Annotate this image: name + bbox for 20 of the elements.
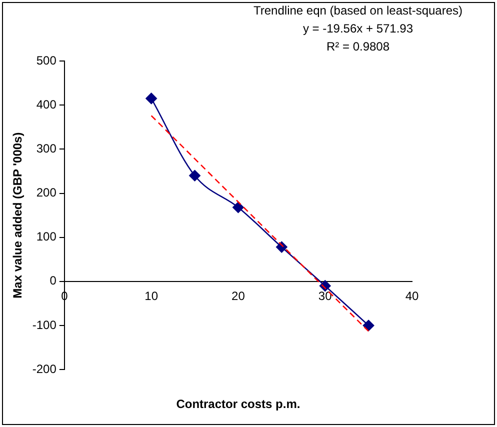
y-tick-label: 100	[36, 230, 57, 244]
text: R² = 0.9808	[326, 39, 390, 54]
x-axis-title: Contractor costs p.m.	[176, 397, 300, 412]
y-tick-label: 0	[50, 274, 57, 288]
x-tick-label: 20	[232, 288, 246, 303]
y-tick-label: 200	[36, 186, 57, 200]
y-tick-label: 300	[36, 141, 57, 156]
point	[146, 92, 157, 104]
y-tick-label: -200	[32, 362, 57, 376]
point	[189, 170, 200, 182]
x-tick-label: 40	[405, 288, 419, 303]
text: y = -19.56x + 571.93	[302, 21, 414, 36]
text: Trendline eqn (based on least-squares)	[253, 3, 463, 18]
y-tick-label: -100	[32, 318, 57, 332]
x-tick-label: 10	[144, 288, 158, 303]
y-axis-title: Max value added (GBP '000s)	[10, 132, 25, 298]
point	[232, 202, 244, 214]
y-tick-label: 400	[36, 97, 57, 112]
point	[362, 320, 374, 332]
y-tick-label: 500	[36, 53, 57, 68]
